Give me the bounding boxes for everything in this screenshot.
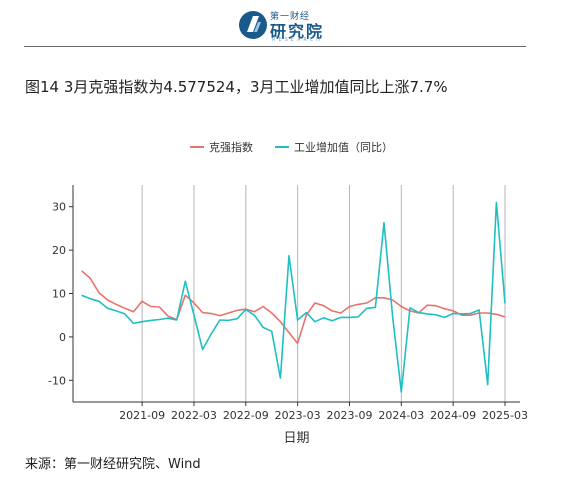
legend-label-2: 工业增加值（同比） <box>294 140 393 154</box>
x-axis-title: 日期 <box>283 431 309 446</box>
source-note: 来源：第一财经研究院、Wind <box>25 457 201 472</box>
x-tick-label-2024-09: 2024-09 <box>430 409 476 422</box>
logo-sub-text: RESEARCH <box>272 37 323 43</box>
legend-label-1: 克强指数 <box>209 140 253 154</box>
header-divider <box>24 46 526 47</box>
x-tick-label-2025-03: 2025-03 <box>482 409 528 422</box>
figure-title: 图14 3月克强指数为4.577524，3月工业增加值同比上涨7.7% <box>25 78 448 96</box>
y-tick-label-20: 20 <box>52 244 66 257</box>
x-tick-label-2022-03: 2022-03 <box>171 409 217 422</box>
y-tick-label-0: 0 <box>59 331 66 344</box>
x-tick-label-2024-03: 2024-03 <box>378 409 424 422</box>
series-line-1 <box>81 270 506 345</box>
x-tick-label-2023-09: 2023-09 <box>326 409 372 422</box>
x-tick-label-2022-09: 2022-09 <box>223 409 269 422</box>
y-tick-label--10: -10 <box>48 374 66 387</box>
y-tick-label-30: 30 <box>52 201 66 214</box>
research-institute-logo: 第一财经 研究院 RESEARCH <box>238 6 338 44</box>
y-tick-label-10: 10 <box>52 288 66 301</box>
logo-top-text: 第一财经 <box>270 12 311 22</box>
x-tick-label-2023-03: 2023-03 <box>275 409 321 422</box>
logo-emblem-icon <box>239 11 267 39</box>
logo-main-text: 研究院 <box>270 22 325 41</box>
series-line-2 <box>81 201 506 393</box>
x-tick-label-2021-09: 2021-09 <box>119 409 165 422</box>
